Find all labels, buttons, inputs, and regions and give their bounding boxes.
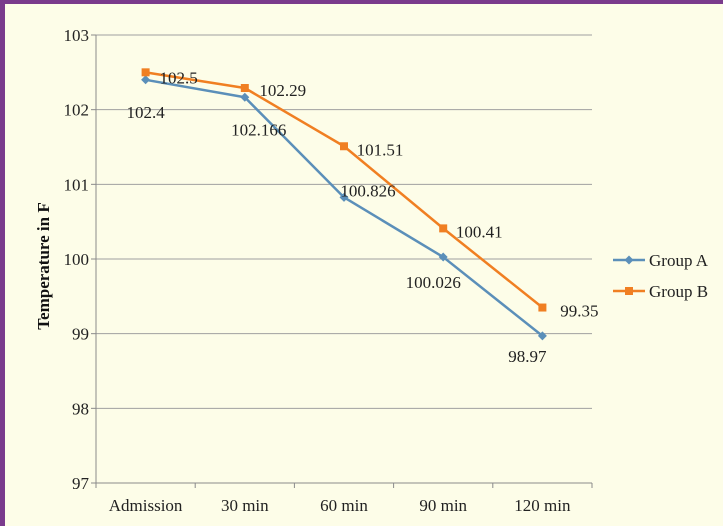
data-label: 102.166 xyxy=(231,120,286,139)
legend-label: Group B xyxy=(649,282,708,301)
data-label: 102.5 xyxy=(159,68,197,87)
data-labels-layer: 102.4 102.166 100.826 100.026 98.97 102.5 102.… xyxy=(126,68,598,366)
y-tick-label: 100 xyxy=(64,250,90,269)
y-axis-label: Temperature in F xyxy=(34,202,53,330)
y-tick-label: 99 xyxy=(72,325,89,344)
y-tick-label: 101 xyxy=(64,175,90,194)
data-point xyxy=(537,331,547,341)
axes xyxy=(91,34,593,488)
temperature-line-chart: 97 98 99 100 101 102 103 Admission 30 min 60 min… xyxy=(34,26,709,515)
x-tick-label: 120 min xyxy=(514,496,571,515)
y-tick-label: 97 xyxy=(72,474,90,493)
data-point xyxy=(240,92,250,102)
data-point xyxy=(339,192,349,202)
gridlines xyxy=(96,34,592,409)
x-tick-label: Admission xyxy=(109,496,183,515)
y-tick-label: 102 xyxy=(64,101,90,120)
data-label: 101.51 xyxy=(357,140,404,159)
x-tick-label: 30 min xyxy=(221,496,269,515)
y-tick-label: 98 xyxy=(72,399,89,418)
data-point xyxy=(240,84,249,93)
legend-label: Group A xyxy=(649,251,709,270)
data-label: 100.826 xyxy=(340,181,395,200)
data-point xyxy=(141,68,150,77)
series-line-1 xyxy=(145,78,544,337)
y-tick-label: 103 xyxy=(64,26,90,45)
data-point xyxy=(439,224,448,233)
data-label: 99.35 xyxy=(560,302,598,321)
x-tick-labels: Admission 30 min 60 min 90 min 120 min xyxy=(109,496,571,515)
legend-marker xyxy=(624,255,634,265)
data-label: 102.29 xyxy=(259,81,306,100)
legend: Group A Group B xyxy=(613,251,709,301)
data-label: 102.4 xyxy=(126,103,165,122)
legend-marker xyxy=(625,287,633,295)
data-point xyxy=(141,75,151,85)
data-point xyxy=(438,252,448,262)
y-tick-labels: 97 98 99 100 101 102 103 xyxy=(64,26,90,493)
data-label: 100.026 xyxy=(406,273,461,292)
data-label: 100.41 xyxy=(456,222,503,241)
data-point xyxy=(340,142,348,151)
data-point xyxy=(538,303,547,312)
x-tick-label: 90 min xyxy=(419,496,467,515)
x-tick-label: 60 min xyxy=(320,496,368,515)
data-label: 98.97 xyxy=(508,347,547,366)
series-layer xyxy=(141,68,547,341)
